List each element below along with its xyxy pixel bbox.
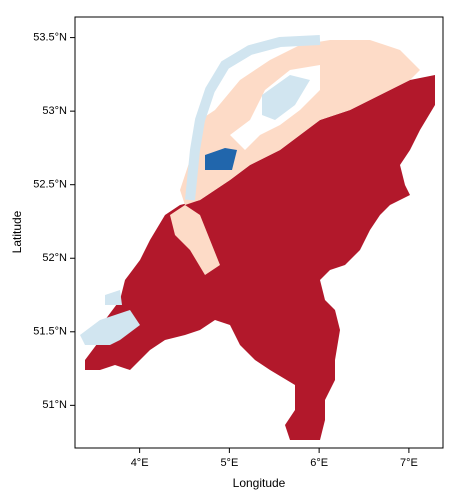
x-axis-title: Longitude <box>233 476 286 490</box>
plot-frame <box>74 16 444 449</box>
x-tick-label: 6°E <box>310 457 328 469</box>
x-tick-label: 7°E <box>400 457 418 469</box>
region-light-red <box>180 40 420 205</box>
region-blue <box>205 148 237 170</box>
y-tick-label: 52°N <box>42 252 67 264</box>
region-light-blue <box>105 290 122 305</box>
y-tick-label: 51°N <box>42 399 67 411</box>
x-tick-label: 5°E <box>220 457 238 469</box>
region-light-red <box>170 205 220 275</box>
region-light-blue <box>80 310 140 345</box>
x-tick-label: 4°E <box>131 457 149 469</box>
region-dark <box>85 75 435 440</box>
y-tick-label: 53°N <box>42 105 67 117</box>
coast-light-blue <box>185 35 321 201</box>
map <box>80 35 435 440</box>
y-tick-label: 51.5°N <box>33 326 67 338</box>
y-tick-label: 53.5°N <box>33 32 67 44</box>
region-light-blue <box>262 75 310 120</box>
y-tick-label: 52.5°N <box>33 179 67 191</box>
y-axis-title: Latitude <box>10 210 24 253</box>
